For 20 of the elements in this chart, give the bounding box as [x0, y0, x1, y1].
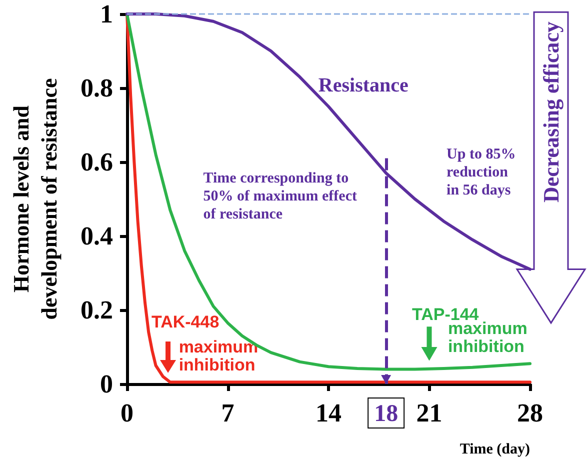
annotation: Time corresponding to 50% of maximum effect of resistance — [203, 170, 357, 222]
y-tick-label: 0.6 — [80, 148, 113, 176]
y-tick-label: 0.2 — [80, 296, 113, 324]
annotation: maximum inhibition — [178, 337, 258, 374]
ref-line-label: 18 — [374, 401, 398, 427]
x-tick-label: 21 — [416, 398, 442, 428]
x-tick-label: 28 — [517, 398, 543, 428]
y-tick-label: 0.8 — [80, 74, 113, 102]
y-tick-label: 0.4 — [80, 222, 113, 250]
x-tick-label: 14 — [316, 398, 342, 428]
series-label: Resistance — [318, 74, 409, 96]
y-axis-title: Hormone levels and development of resistance — [8, 78, 62, 320]
x-axis-title: Time (day) — [460, 442, 530, 458]
y-tick-label: 0 — [100, 370, 113, 398]
text: Decreasing efficacy — [538, 21, 564, 203]
x-tick-label: 0 — [120, 398, 134, 428]
x-tick-label: 7 — [221, 398, 234, 428]
annotation: Up to 85% reduction in 56 days — [446, 146, 516, 198]
y-tick-label: 1 — [100, 0, 113, 28]
series-label: TAK-448 — [151, 312, 220, 332]
